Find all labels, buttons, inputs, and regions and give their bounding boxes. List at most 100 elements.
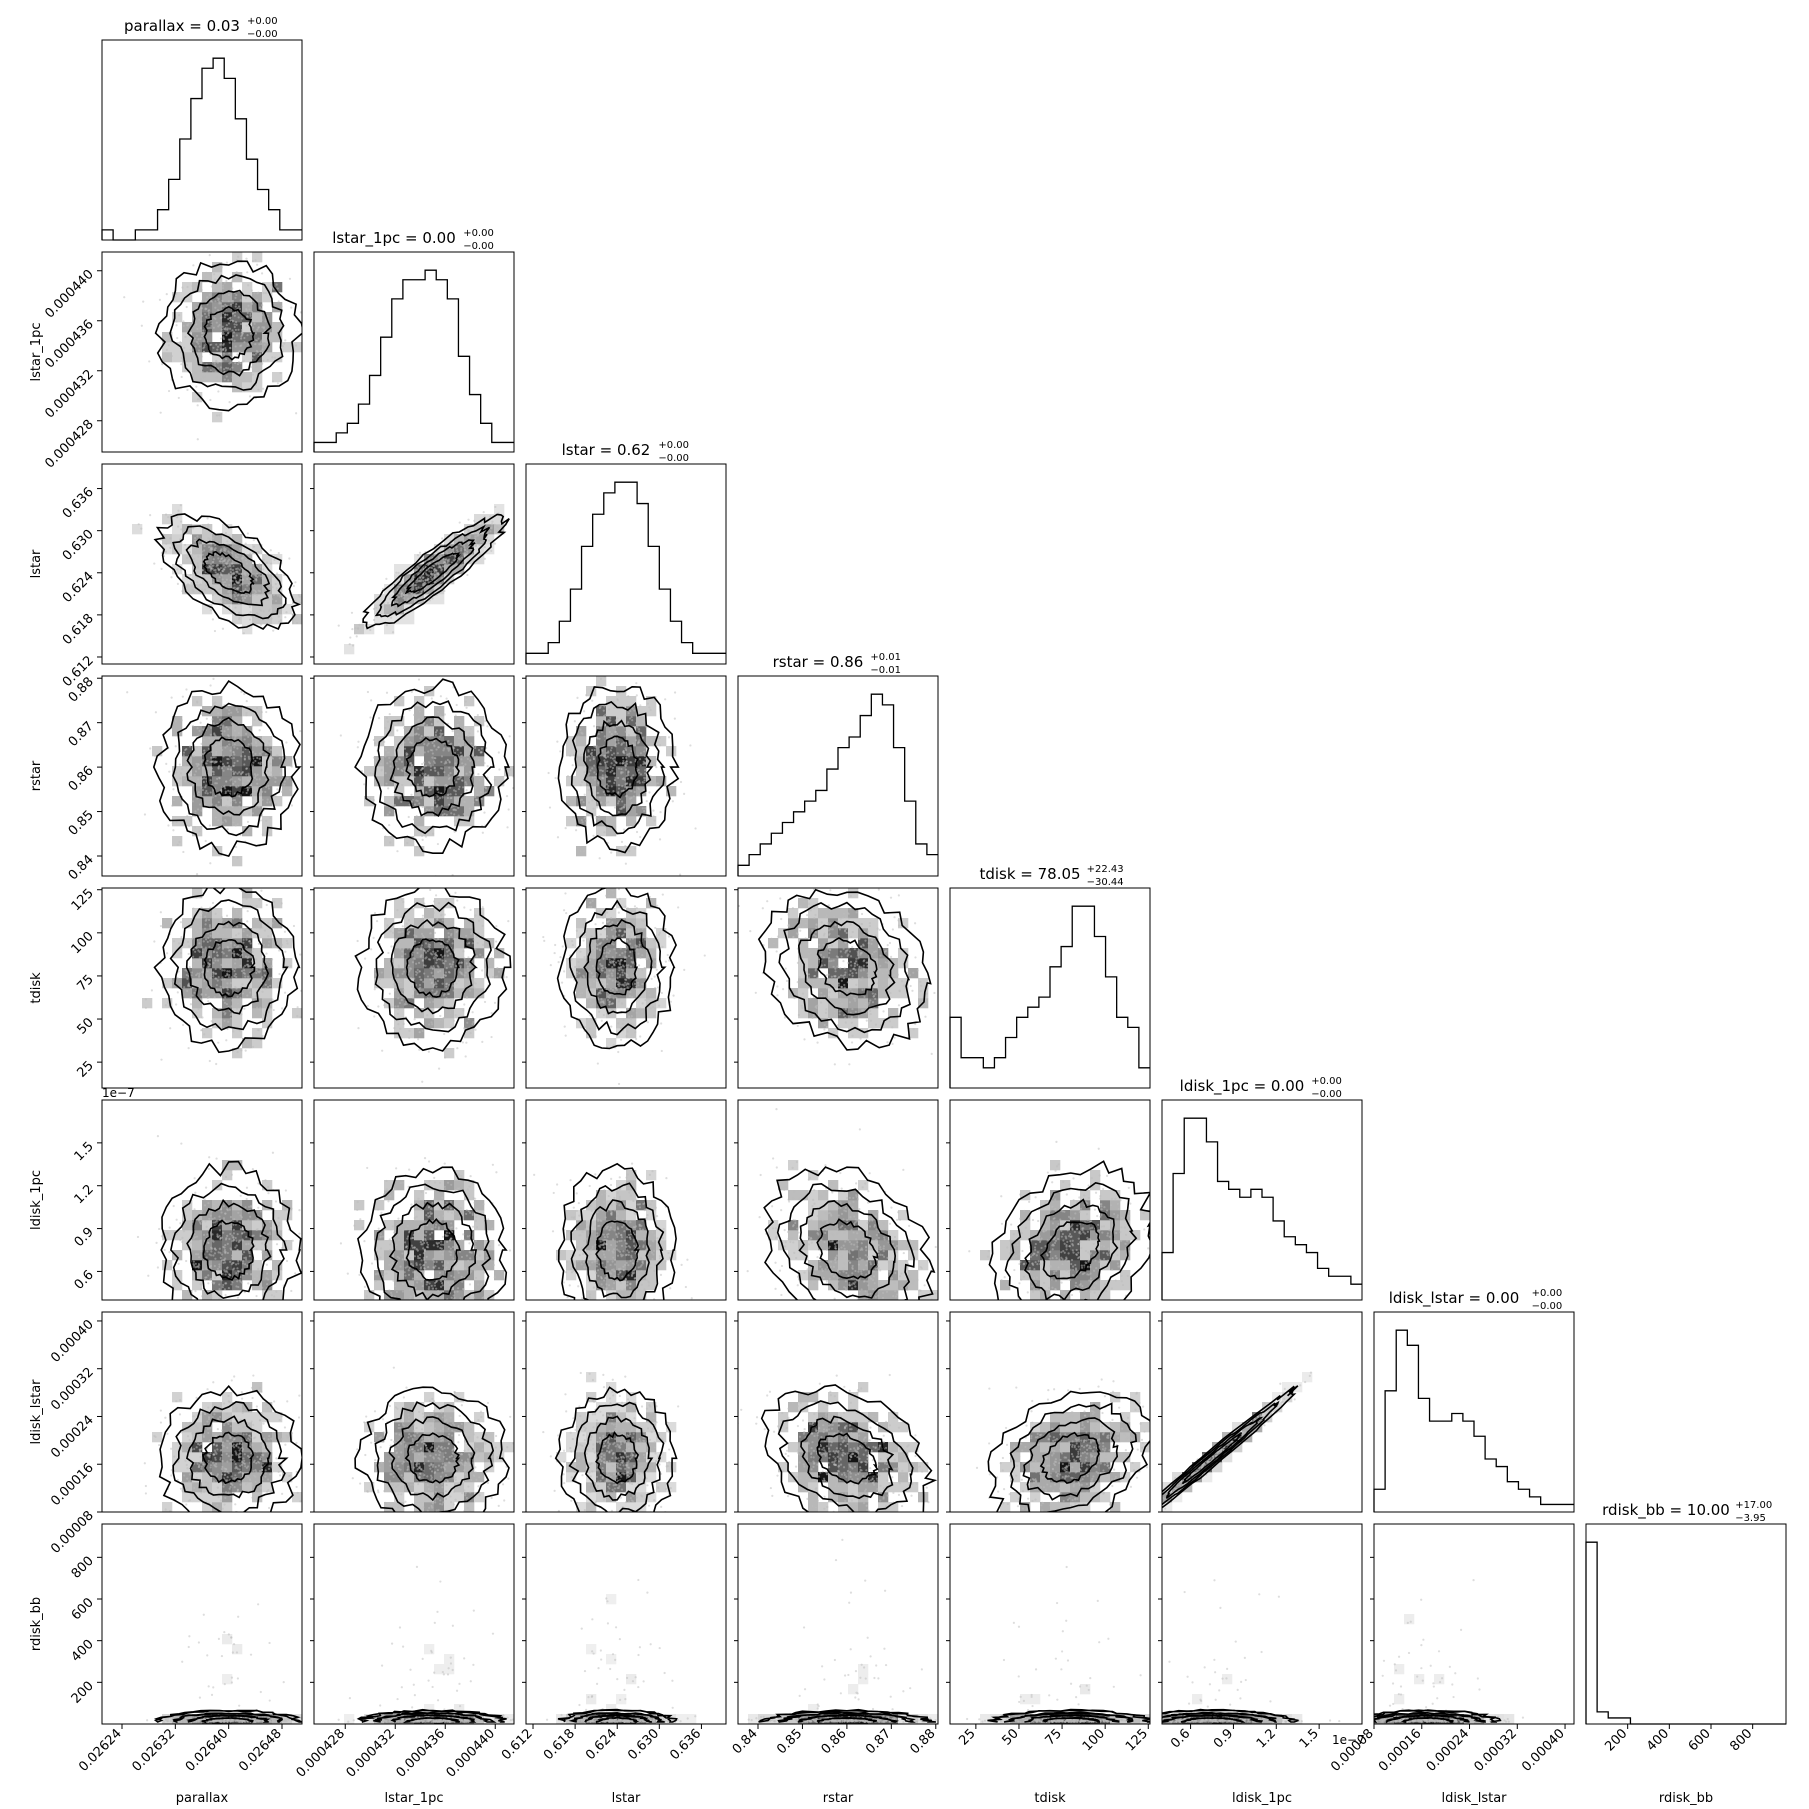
sample-point	[177, 509, 180, 512]
sample-point	[207, 936, 210, 940]
histogram-rdisk_bb	[1585, 1541, 1786, 1725]
density-cell	[464, 756, 475, 767]
sample-point	[236, 747, 239, 750]
sample-point	[441, 767, 444, 770]
sample-point	[623, 805, 626, 808]
sample-point	[622, 789, 625, 792]
sample-point	[467, 541, 470, 544]
sample-point	[215, 752, 218, 756]
sample-point	[435, 961, 438, 964]
sample-point	[474, 746, 477, 750]
sample-point	[394, 783, 398, 786]
sample-point	[221, 600, 224, 603]
density-cell	[182, 332, 193, 343]
sample-point	[238, 957, 242, 961]
sample-point	[166, 334, 169, 337]
density-cell	[424, 958, 435, 969]
sample-point	[468, 989, 472, 992]
sample-point	[644, 746, 647, 749]
sample-point	[185, 363, 189, 367]
sample-point	[479, 790, 483, 794]
sample-point	[214, 568, 217, 572]
sample-point	[240, 953, 244, 956]
density-cell	[272, 746, 283, 757]
sample-point	[249, 314, 252, 317]
sample-point	[632, 795, 635, 798]
density-cell	[424, 908, 435, 919]
density-cell	[444, 948, 455, 959]
sample-point	[596, 726, 599, 730]
sample-point	[208, 963, 212, 966]
sample-point	[369, 772, 372, 775]
sample-point	[264, 291, 267, 295]
sample-point	[238, 795, 241, 798]
sample-point	[241, 583, 244, 586]
sample-point	[209, 779, 212, 782]
sample-point	[250, 725, 253, 728]
sample-point	[250, 960, 254, 963]
sample-point	[232, 764, 235, 768]
sample-point	[206, 371, 209, 374]
sample-point	[211, 546, 214, 550]
sample-point	[625, 782, 628, 785]
sample-point	[635, 733, 638, 737]
sample-point	[204, 839, 207, 843]
density-cell	[252, 706, 263, 717]
hist-panel-ldisk_1pc: ldisk_1pc = 0.00 +0.00−0.00	[1161, 1076, 1363, 1301]
sample-point	[201, 951, 204, 954]
sample-point	[249, 594, 252, 597]
sample-point	[417, 678, 421, 681]
sample-point	[624, 785, 627, 789]
sample-point	[465, 789, 468, 792]
density-cell	[404, 938, 415, 949]
sample-point	[605, 775, 608, 778]
density-cell	[192, 888, 203, 899]
sample-point	[223, 378, 226, 381]
sample-point	[580, 781, 584, 784]
sample-point	[577, 754, 580, 757]
sample-point	[187, 952, 190, 956]
sample-point	[408, 741, 412, 744]
sample-point	[240, 969, 244, 973]
sample-point	[256, 773, 259, 776]
sample-point	[397, 747, 401, 750]
sample-point	[375, 783, 378, 786]
sample-point	[628, 752, 631, 755]
sample-point	[456, 733, 459, 736]
sample-point	[411, 961, 415, 964]
sample-point	[613, 781, 616, 785]
sample-point	[683, 792, 686, 795]
sample-point	[238, 307, 242, 310]
sample-point	[201, 759, 204, 762]
sample-point	[251, 357, 254, 360]
sample-point	[258, 574, 261, 577]
sample-point	[629, 709, 632, 713]
sample-point	[339, 734, 342, 737]
density-cell	[242, 948, 253, 959]
sample-point	[458, 939, 461, 942]
sample-point	[598, 815, 601, 818]
sample-point	[216, 579, 219, 583]
sample-point	[624, 730, 627, 733]
sample-point	[285, 939, 289, 943]
sample-point	[636, 669, 638, 671]
sample-point	[266, 985, 270, 989]
density-cell	[262, 332, 273, 343]
sample-point	[479, 953, 482, 956]
sample-point	[418, 774, 422, 777]
sample-point	[195, 341, 199, 344]
density-cell	[606, 928, 617, 939]
sample-point	[420, 932, 424, 935]
sample-point	[679, 873, 682, 876]
sample-point	[222, 933, 225, 936]
sample-point	[201, 912, 204, 915]
density-cell	[444, 978, 455, 989]
sample-point	[424, 964, 427, 967]
sample-point	[422, 980, 425, 983]
sample-point	[625, 786, 629, 789]
sample-point	[418, 1031, 421, 1034]
sample-point	[604, 756, 608, 759]
density-cell	[242, 292, 253, 303]
density-cell	[252, 352, 263, 363]
density-cell	[282, 604, 293, 615]
